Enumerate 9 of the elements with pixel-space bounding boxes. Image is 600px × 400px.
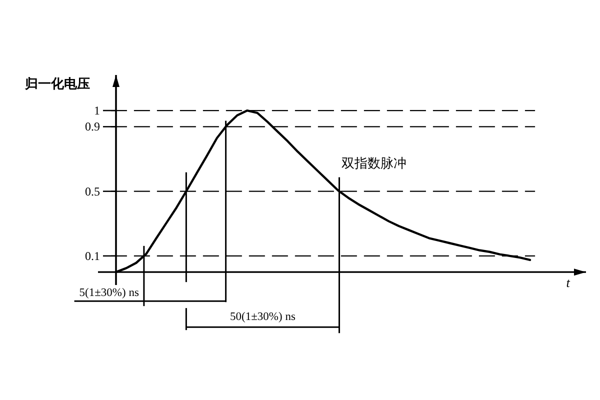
- y-tick-label: 1: [94, 104, 100, 118]
- y-axis-title: 归一化电压: [24, 77, 90, 92]
- y-tick-label: 0.9: [85, 120, 100, 134]
- x-axis-title: t: [566, 275, 570, 290]
- y-tick-label: 0.5: [85, 184, 100, 198]
- text: 5(1±30%) ns: [79, 287, 140, 300]
- y-tick-label: 0.1: [85, 248, 100, 263]
- text: 50(1±30%) ns: [230, 311, 296, 324]
- series-label: 双指数脉冲: [341, 156, 406, 172]
